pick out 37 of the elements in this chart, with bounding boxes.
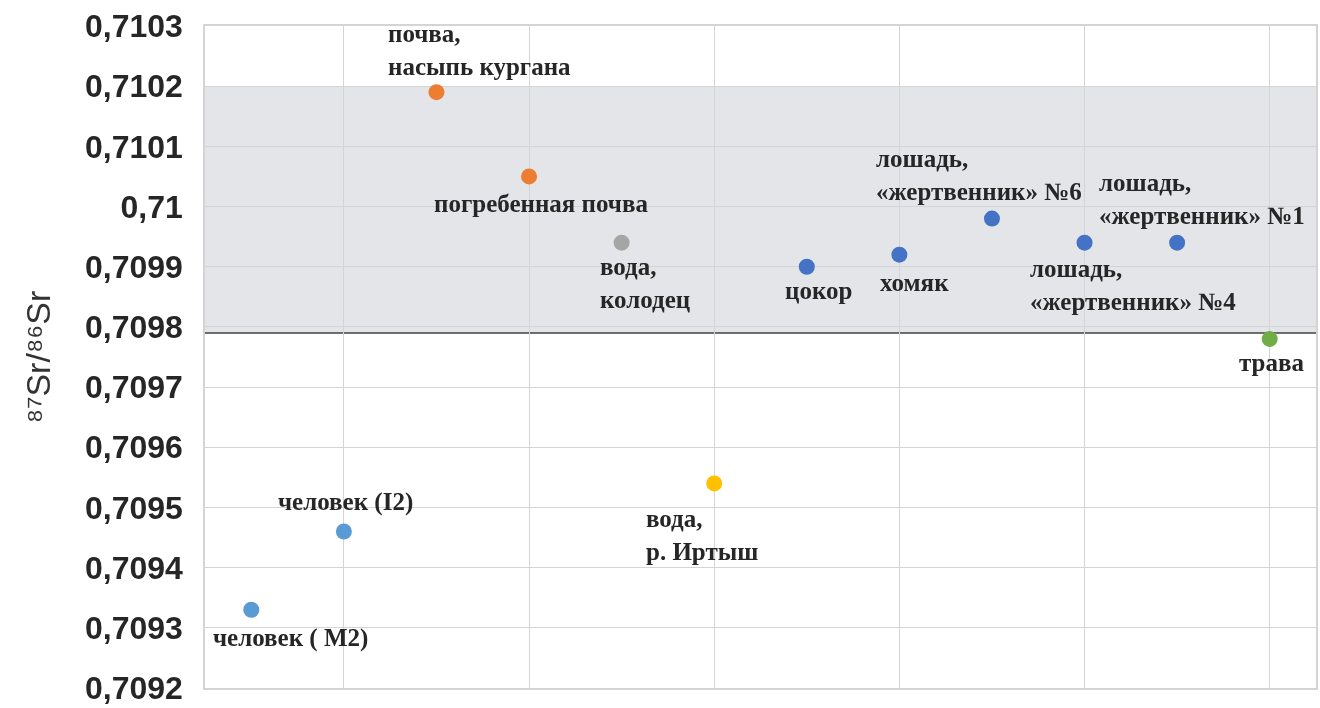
point (613, 234, 630, 251)
y-tick-label: 0,71 (120, 188, 183, 225)
annotation: лошадь, «жертвенник» №1 (1099, 169, 1305, 229)
y-tick-label: 0,7101 (84, 128, 183, 165)
annotation: трава (1239, 349, 1305, 376)
y-tick-label: 0,7099 (84, 248, 183, 285)
y-tick-label: 0,7098 (84, 309, 183, 346)
point (706, 475, 723, 492)
y-tick-label: 0,7103 (84, 8, 183, 45)
y-axis-title: ⁸⁷Sr/⁸⁶Sr (19, 290, 58, 424)
annotation: почва, насыпь кургана (388, 20, 572, 80)
y-tick-label: 0,7093 (84, 610, 183, 647)
point (335, 523, 352, 540)
annotation: погребенная почва (434, 190, 649, 217)
annotation: вода, р. Иртыш (646, 505, 759, 565)
annotation: хомяк (880, 269, 950, 296)
y-tick-label: 0,7092 (84, 670, 183, 707)
annotation: человек ( M2) (213, 624, 369, 652)
point (243, 601, 260, 618)
point (891, 246, 908, 263)
y-tick-label: 0,7094 (84, 549, 184, 586)
point (798, 258, 815, 275)
y-tick-label: 0,7095 (84, 489, 183, 526)
y-tick-label: 0,7102 (84, 68, 183, 105)
annotation: человек (I2) (278, 488, 414, 516)
point (1076, 234, 1093, 251)
point (1169, 234, 1186, 251)
point (1261, 330, 1278, 347)
y-tick-label: 0,7096 (84, 429, 183, 466)
point (521, 168, 538, 185)
annotation: лошадь, «жертвенник» №4 (1030, 255, 1237, 315)
point (983, 210, 1000, 227)
annotation: лошадь, «жертвенник» №6 (876, 145, 1082, 205)
annotation: цокор (785, 277, 853, 304)
annotation: вода, колодец (600, 253, 691, 313)
point (428, 84, 445, 101)
y-tick-label: 0,7097 (84, 369, 183, 406)
